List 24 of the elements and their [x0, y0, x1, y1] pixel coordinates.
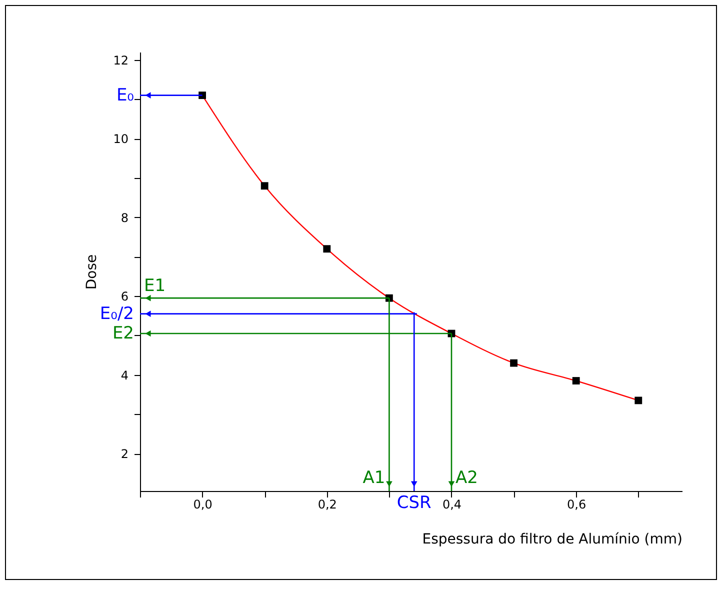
ref-line-label: E₀: [116, 85, 134, 106]
y-tick-label: 4: [120, 368, 128, 382]
y-tick-label: 12: [113, 53, 128, 68]
ref-line-label: E2: [112, 324, 134, 344]
x-axis-title: Espessura do filtro de Alumínio (mm): [422, 532, 682, 548]
y-tick-label: 8: [120, 210, 128, 225]
ref-line-label: E₀/2: [100, 304, 134, 324]
ref-line-label: A2: [455, 468, 478, 488]
x-tick-label: 0,0: [193, 498, 212, 512]
x-tick-label: 0,6: [567, 498, 586, 512]
y-tick-label: 2: [120, 447, 128, 462]
ref-line-label: E1: [144, 276, 166, 296]
point: [634, 396, 642, 404]
y-tick-label: 10: [113, 132, 128, 146]
x-tick-label: 0,4: [442, 498, 462, 512]
ref-line-label: A1: [362, 468, 386, 488]
point: [510, 359, 518, 367]
point: [260, 182, 268, 190]
point: [323, 245, 331, 253]
y-axis-title: Dose: [84, 254, 100, 290]
ref-line-label: CSR: [396, 493, 432, 513]
x-tick-label: 0,2: [318, 498, 337, 512]
y-tick-label: 6: [120, 290, 128, 304]
point: [572, 377, 580, 384]
